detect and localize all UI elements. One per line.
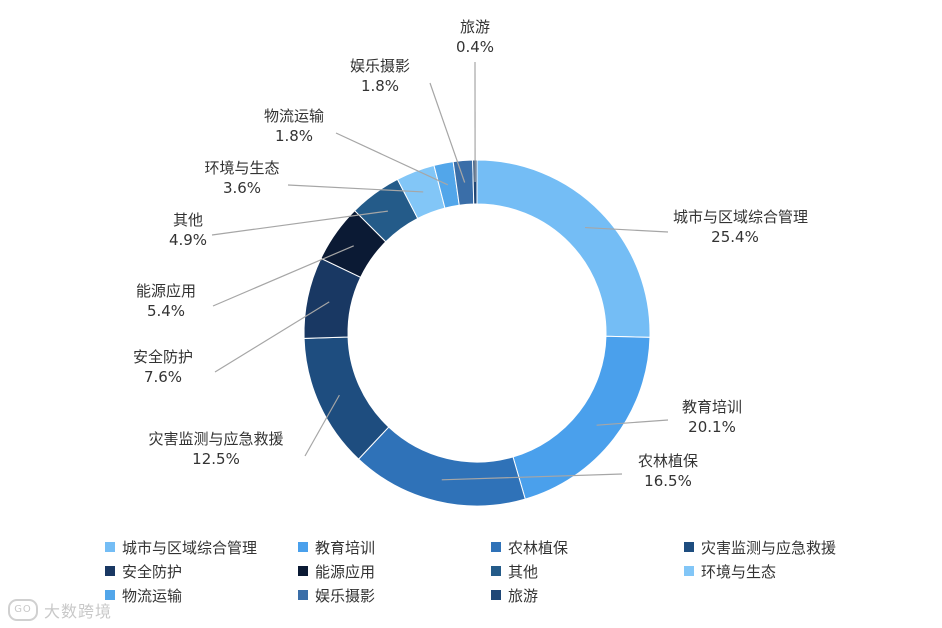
- legend-item-2: 教育培训: [298, 536, 491, 558]
- slice-4-value-label: 12.5%: [192, 450, 240, 468]
- slice-10-value-label: 1.8%: [361, 77, 399, 95]
- donut-chart: 城市与区域综合管理 25.4% 教育培训 20.1% 农林植保 16.5% 灾害监测与应急救…: [133, 18, 808, 507]
- slice-8-name-label: 环境与生态: [204, 159, 279, 177]
- legend-label: 旅游: [508, 586, 539, 605]
- slice-7-value-label: 4.9%: [169, 231, 207, 249]
- slice-10-name-label: 娱乐摄影: [350, 57, 410, 75]
- slice-1-arc: [476, 159, 651, 338]
- legend-label: 物流运输: [122, 586, 183, 605]
- legend-swatch: [105, 566, 115, 576]
- slice-1-name-label: 城市与区域综合管理: [673, 208, 808, 226]
- legend-item-10: 娱乐摄影: [298, 584, 491, 606]
- legend-item-3: 农林植保: [491, 536, 684, 558]
- slice-2-leader-line: [596, 419, 669, 426]
- legend-swatch: [491, 566, 501, 576]
- slice-11-arc: [472, 159, 478, 205]
- slice-3-value-label: 16.5%: [644, 472, 692, 490]
- legend-swatch: [298, 590, 308, 600]
- slice-8-leader-line: [287, 184, 424, 193]
- legend-swatch: [298, 542, 308, 552]
- legend-item-5: 安全防护: [105, 560, 298, 582]
- slice-3-arc: [357, 426, 526, 507]
- slice-2-name-label: 教育培训: [682, 398, 742, 416]
- slice-6-name-label: 能源应用: [136, 282, 196, 300]
- legend-item-9: 物流运输: [105, 584, 298, 606]
- legend-label: 城市与区域综合管理: [122, 538, 258, 557]
- legend-swatch: [684, 566, 694, 576]
- legend-item-6: 能源应用: [298, 560, 491, 582]
- slice-5-name-label: 安全防护: [133, 348, 193, 366]
- slice-11-value-label: 0.4%: [456, 38, 494, 56]
- slice-3-leader-line: [441, 473, 623, 481]
- legend-swatch: [105, 542, 115, 552]
- slice-4-arc: [303, 336, 390, 460]
- slice-2-value-label: 20.1%: [688, 418, 736, 436]
- donut-slices: [303, 159, 651, 507]
- legend-label: 灾害监测与应急救援: [701, 538, 837, 557]
- legend-item-1: 城市与区域综合管理: [105, 536, 298, 558]
- legend-swatch: [491, 590, 501, 600]
- slice-7-name-label: 其他: [173, 211, 203, 229]
- legend-swatch: [298, 566, 308, 576]
- legend-label: 娱乐摄影: [315, 586, 376, 605]
- slice-5-leader-line: [214, 301, 330, 373]
- legend-label: 农林植保: [508, 538, 569, 557]
- legend-item-11: 旅游: [491, 584, 684, 606]
- legend-item-7: 其他: [491, 560, 684, 582]
- slice-1-leader-line: [585, 226, 669, 233]
- slice-11-name-label: 旅游: [460, 18, 490, 36]
- slice-6-value-label: 5.4%: [147, 302, 185, 320]
- slice-5-value-label: 7.6%: [144, 368, 182, 386]
- slice-4-leader-line: [304, 394, 340, 457]
- slice-10-leader-line: [429, 82, 466, 183]
- slice-9-value-label: 1.8%: [275, 127, 313, 145]
- legend-label: 安全防护: [122, 562, 183, 581]
- legend-label: 其他: [508, 562, 539, 581]
- slice-4-name-label: 灾害监测与应急救援: [148, 430, 283, 448]
- slice-9-name-label: 物流运输: [264, 107, 324, 125]
- legend-swatch: [684, 542, 694, 552]
- slice-labels: 城市与区域综合管理 25.4% 教育培训 20.1% 农林植保 16.5% 灾害监测与应急救…: [133, 18, 808, 490]
- legend-label: 教育培训: [315, 538, 376, 557]
- slice-2-arc: [512, 335, 651, 500]
- watermark: GO 大数跨境: [8, 598, 112, 622]
- legend-swatch: [105, 590, 115, 600]
- legend-item-8: 环境与生态: [684, 560, 884, 582]
- legend-label: 能源应用: [315, 562, 376, 581]
- legend-item-4: 灾害监测与应急救援: [684, 536, 884, 558]
- leader-lines: [211, 61, 669, 481]
- slice-6-leader-line: [212, 245, 354, 307]
- slice-1-value-label: 25.4%: [711, 228, 759, 246]
- legend-swatch: [491, 542, 501, 552]
- watermark-logo-icon: GO: [8, 599, 38, 621]
- slice-3-name-label: 农林植保: [638, 452, 698, 470]
- slice-8-value-label: 3.6%: [223, 179, 261, 197]
- legend-label: 环境与生态: [701, 562, 777, 581]
- slice-7-leader-line: [211, 210, 388, 236]
- watermark-text: 大数跨境: [44, 602, 113, 621]
- slice-9-leader-line: [335, 132, 449, 186]
- legend: 城市与区域综合管理 教育培训 农林植保 灾害监测与应急救援安全防护 能源应用 其他 环境与生…: [105, 536, 884, 606]
